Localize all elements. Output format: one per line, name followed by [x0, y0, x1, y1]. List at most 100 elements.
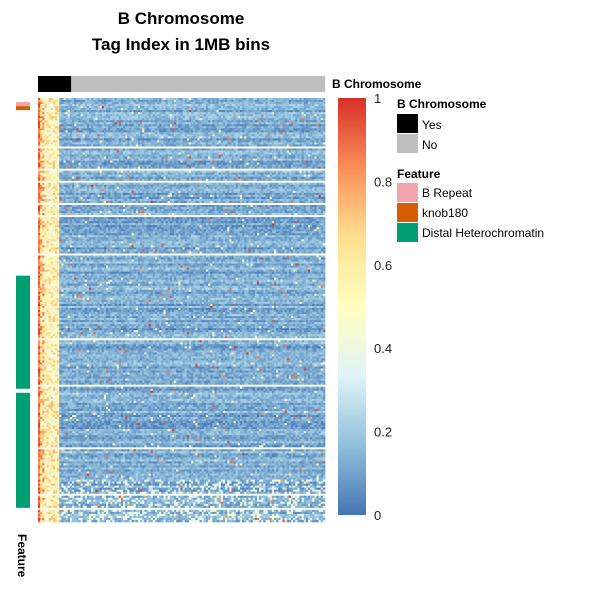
heatmap-cell	[284, 110, 288, 113]
heatmap-cell	[225, 172, 228, 176]
heatmap-cell	[261, 122, 264, 125]
heatmap-cell	[99, 160, 103, 163]
heatmap-cell	[273, 126, 277, 129]
heatmap-cell	[61, 132, 64, 135]
heatmap-cell	[191, 120, 194, 123]
heatmap-cell	[265, 162, 268, 165]
heatmap-cell	[225, 114, 228, 117]
heatmap-cell	[297, 140, 300, 143]
heatmap-cell	[295, 142, 298, 145]
heatmap-cell	[120, 124, 124, 127]
heatmap-cell	[280, 140, 283, 143]
heatmap-cell	[106, 164, 109, 167]
heatmap-cell	[248, 136, 251, 139]
heatmap-cell	[101, 98, 105, 101]
heatmap-cell	[52, 118, 56, 121]
heatmap-cell	[220, 156, 224, 159]
heatmap-cell	[125, 174, 128, 178]
heatmap-cell	[67, 140, 71, 143]
heatmap-cell	[225, 144, 228, 147]
heatmap-cell	[205, 98, 209, 101]
heatmap-cell	[273, 124, 277, 127]
heatmap-cell	[248, 120, 251, 123]
heatmap-cell	[161, 98, 164, 101]
heatmap-cell	[212, 160, 215, 163]
heatmap-cell	[93, 140, 96, 143]
heatmap-cell	[52, 140, 56, 143]
heatmap-cell	[314, 154, 317, 157]
heatmap-cell	[299, 158, 302, 161]
heatmap-cell	[239, 102, 243, 105]
heatmap-cell	[69, 134, 73, 137]
heatmap-cell	[157, 142, 160, 145]
heatmap-cell	[129, 114, 132, 117]
heatmap-cell	[293, 98, 296, 101]
heatmap-cell	[133, 152, 137, 155]
heatmap-cell	[269, 114, 273, 117]
heatmap-cell	[169, 136, 173, 139]
heatmap-cell	[242, 118, 245, 121]
heatmap-cell	[44, 140, 47, 143]
heatmap-cell	[295, 116, 298, 119]
heatmap-cell	[65, 106, 69, 109]
heatmap-cell	[186, 138, 190, 141]
heatmap-cell	[246, 98, 249, 101]
heatmap-cell	[103, 174, 107, 178]
heatmap-cell	[157, 122, 160, 125]
heatmap-cell	[106, 140, 109, 143]
heatmap-cell	[163, 126, 166, 129]
heatmap-cell	[180, 162, 183, 165]
heatmap-cell	[110, 124, 113, 127]
heatmap-cell	[176, 108, 179, 111]
heatmap-cell	[146, 120, 149, 123]
heatmap-cell	[65, 116, 69, 119]
heatmap-cell	[65, 136, 69, 139]
heatmap-cell	[299, 130, 302, 133]
heatmap-cell	[144, 150, 147, 153]
heatmap-cell	[72, 136, 75, 139]
heatmap-cell	[282, 112, 285, 115]
heatmap-cell	[297, 172, 300, 176]
heatmap-cell	[178, 116, 181, 119]
heatmap-cell	[93, 114, 96, 117]
heatmap-cell	[123, 150, 126, 153]
heatmap-cell	[174, 174, 177, 178]
heatmap-cell	[110, 134, 113, 137]
heatmap-cell	[212, 108, 215, 111]
heatmap-cell	[176, 150, 179, 153]
heatmap-cell	[199, 172, 203, 176]
heatmap-cell	[199, 108, 203, 111]
heatmap-cell	[263, 112, 266, 115]
heatmap-cell	[161, 148, 164, 151]
heatmap-cell	[171, 166, 175, 170]
heatmap-cell	[133, 116, 137, 119]
heatmap-cell	[46, 130, 49, 133]
heatmap-cell	[123, 116, 126, 119]
heatmap-cell	[205, 142, 209, 145]
heatmap-cell	[248, 144, 251, 147]
heatmap-cell	[203, 102, 207, 105]
heatmap-cell	[278, 154, 281, 157]
heatmap-cell	[97, 142, 101, 145]
heatmap-cell	[142, 170, 145, 174]
heatmap-cell	[191, 118, 194, 121]
heatmap-cell	[137, 98, 141, 101]
heatmap-cell	[318, 144, 322, 147]
heatmap-cell	[218, 100, 222, 103]
heatmap-cell	[152, 120, 156, 123]
heatmap-cell	[220, 130, 224, 133]
heatmap-cell	[320, 164, 324, 167]
heatmap-cell	[239, 128, 243, 131]
heatmap-cell	[299, 132, 302, 135]
heatmap-cell	[208, 106, 211, 109]
heatmap-cell	[59, 150, 62, 153]
heatmap-cell	[69, 154, 73, 157]
heatmap-cell	[80, 118, 83, 121]
heatmap-cell	[195, 128, 198, 131]
heatmap-cell	[280, 116, 283, 119]
heatmap-cell	[278, 166, 281, 170]
heatmap-cell	[161, 150, 164, 153]
heatmap-cell	[97, 174, 101, 178]
heatmap-cell	[316, 150, 319, 153]
heatmap-cell	[125, 122, 128, 125]
